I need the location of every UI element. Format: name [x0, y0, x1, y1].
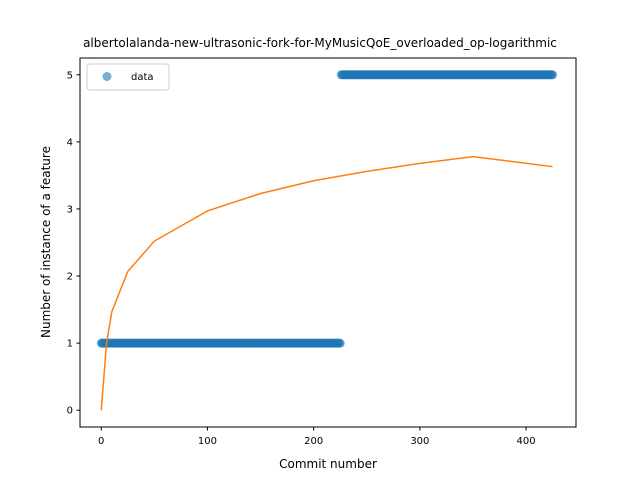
legend-marker-data — [102, 72, 112, 81]
axis-ticks: 0 100 200 300 400 0 1 2 3 4 5 — [67, 70, 536, 447]
data-point — [335, 338, 345, 348]
x-tick-label: 300 — [410, 436, 429, 447]
y-tick-label: 2 — [67, 272, 73, 283]
data-point — [548, 70, 558, 80]
x-tick-label: 400 — [517, 436, 536, 447]
fit-line — [100, 155, 553, 411]
y-tick-label: 0 — [67, 406, 73, 417]
x-axis-label: Commit number — [279, 457, 377, 471]
x-tick-label: 100 — [198, 436, 217, 447]
legend-box — [86, 63, 170, 91]
chart-title: albertolalanda-new-ultrasonic-fork-for-M… — [83, 36, 557, 50]
x-tick-label: 0 — [98, 436, 104, 447]
y-axis-label: Number of instance of a feature — [39, 146, 53, 338]
y-tick-label: 1 — [67, 339, 73, 350]
axes-frame — [79, 57, 577, 428]
y-tick-label: 5 — [67, 70, 73, 81]
legend-label-data: data — [131, 72, 154, 83]
y-tick-label: 4 — [67, 137, 73, 148]
plot-area — [96, 70, 558, 411]
x-tick-label: 200 — [304, 436, 323, 447]
legend: data — [86, 63, 170, 91]
y-tick-label: 3 — [67, 204, 73, 215]
